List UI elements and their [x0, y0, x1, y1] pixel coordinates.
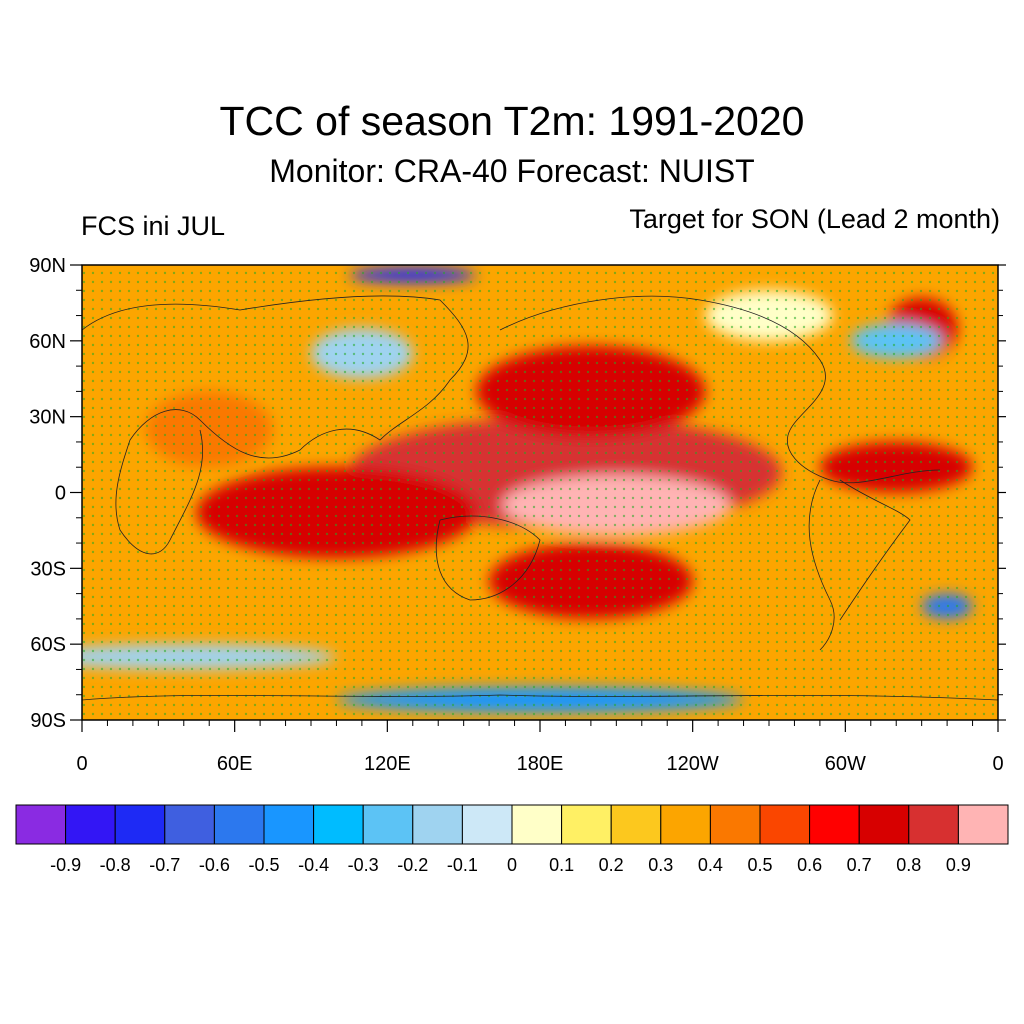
lon-tick-label: 180E [517, 753, 564, 775]
colorbar-swatch [114, 804, 166, 845]
lon-tick-label: 60W [825, 753, 866, 775]
lat-tick-label: 90N [29, 255, 66, 277]
colorbar-label: -0.2 [397, 855, 428, 875]
colorbar-swatch [709, 804, 761, 845]
figure-title: TCC of season T2m: 1991-2020 [219, 98, 805, 144]
colorbar: -0.9 -0.8 -0.7 -0.6 -0.5 -0.4 -0.3 -0.2 -0.1 0 0.1… [15, 804, 1009, 875]
colorbar-swatch [164, 804, 215, 845]
lat-tick-label: 90S [30, 710, 66, 732]
init-label: FCS ini JUL [81, 211, 226, 241]
lon-tick-label: 120W [667, 753, 719, 775]
colorbar-swatch [759, 804, 811, 845]
colorbar-swatch [213, 804, 265, 845]
lon-tick-label: 60E [217, 753, 253, 775]
coastline-eurasia-africa [82, 295, 469, 555]
coastline-antarctica [82, 694, 998, 701]
colorbar-swatch [412, 804, 463, 845]
colorbar-swatch [561, 804, 612, 845]
colorbar-label: 0.4 [698, 855, 723, 875]
colorbar-swatch [15, 804, 67, 845]
lon-tick-label: 0 [992, 753, 1003, 775]
coastlines [82, 295, 998, 701]
lat-tick-label: 60S [30, 634, 66, 656]
colorbar-swatch [858, 804, 910, 845]
lat-tick-label: 30N [29, 407, 66, 429]
colorbar-label: 0.9 [946, 855, 971, 875]
colorbar-label: 0.7 [847, 855, 872, 875]
colorbar-label: -0.1 [447, 855, 478, 875]
coastline-americas-north [499, 295, 941, 484]
colorbar-swatch [511, 804, 563, 845]
colorbar-swatch [313, 804, 364, 845]
coastline-south-america [808, 479, 911, 651]
colorbar-label: -0.6 [199, 855, 230, 875]
colorbar-swatch [65, 804, 116, 845]
colorbar-label: 0.2 [599, 855, 624, 875]
colorbar-label: -0.9 [50, 855, 81, 875]
colorbar-swatch [957, 804, 1009, 845]
lat-tick-label: 0 [55, 483, 66, 505]
lon-tick-label: 0 [76, 753, 87, 775]
colorbar-label: 0.6 [797, 855, 822, 875]
colorbar-label: 0.1 [549, 855, 574, 875]
colorbar-label: 0 [507, 855, 517, 875]
colorbar-label: 0.3 [648, 855, 673, 875]
latitude-axis: 90N 60N 30N 0 30S 60S 90S [29, 255, 1006, 732]
target-label: Target for SON (Lead 2 month) [629, 204, 1000, 234]
colorbar-label: -0.5 [248, 855, 279, 875]
colorbar-label: 0.5 [747, 855, 772, 875]
colorbar-swatch [461, 804, 513, 845]
colorbar-label: -0.8 [100, 855, 131, 875]
colorbar-swatch [908, 804, 959, 845]
colorbar-swatch [263, 804, 315, 845]
map-area [82, 265, 998, 720]
lat-tick-label: 60N [29, 331, 66, 353]
colorbar-swatch [610, 804, 662, 845]
figure-subtitle: Monitor: CRA-40 Forecast: NUIST [269, 153, 755, 189]
lon-tick-label: 120E [364, 753, 411, 775]
colorbar-label: 0.8 [896, 855, 921, 875]
colorbar-swatch [660, 804, 711, 845]
colorbar-label: -0.3 [348, 855, 379, 875]
coastline-australia [435, 515, 541, 601]
longitude-axis: 0 60E 120E 180E 120W 60W 0 [76, 720, 1004, 775]
colorbar-swatch [362, 804, 414, 845]
lat-tick-label: 30S [30, 558, 66, 580]
colorbar-label: -0.4 [298, 855, 329, 875]
colorbar-swatch [809, 804, 860, 845]
colorbar-label: -0.7 [149, 855, 180, 875]
significance-stipple [82, 265, 998, 720]
